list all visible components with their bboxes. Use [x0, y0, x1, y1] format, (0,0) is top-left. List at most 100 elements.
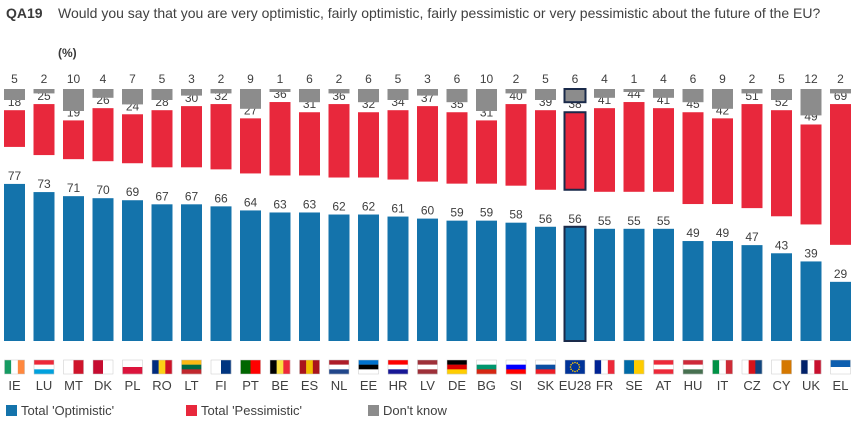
- category-label-pt: PT: [242, 378, 259, 393]
- optimistic-value-ee: 62: [362, 200, 376, 214]
- category-label-es: ES: [301, 378, 319, 393]
- dont-know-value-hr: 5: [395, 72, 402, 86]
- category-label-nl: NL: [331, 378, 348, 393]
- question-id: QA19: [6, 5, 43, 21]
- flag-bg: [476, 359, 497, 375]
- flag-nl: [328, 359, 350, 375]
- flag-ie: [4, 359, 25, 375]
- category-label-lu: LU: [36, 378, 53, 393]
- dont-know-bar-pl: [122, 89, 143, 105]
- pessimistic-bar-hu: [682, 112, 704, 205]
- dont-know-bar-si: [505, 89, 527, 94]
- flag-es: [299, 359, 320, 375]
- optimistic-value-si: 58: [509, 208, 523, 222]
- pessimistic-bar-cy: [771, 110, 792, 217]
- category-label-si: SI: [510, 378, 522, 393]
- optimistic-bar-se: [623, 228, 645, 341]
- legend-item-dont-know: Don't know: [368, 403, 447, 418]
- optimistic-bar-at: [653, 228, 674, 341]
- dont-know-value-lu: 2: [41, 72, 48, 86]
- pessimistic-bar-eu28: [563, 111, 587, 191]
- optimistic-value-bg: 59: [480, 206, 494, 220]
- category-label-hu: HU: [684, 378, 703, 393]
- pessimistic-bar-cz: [741, 104, 763, 209]
- dont-know-bar-ie: [4, 89, 25, 100]
- flag-hu: [682, 359, 704, 375]
- category-label-lv: LV: [420, 378, 435, 393]
- flag-fi: [210, 359, 232, 375]
- dont-know-bar-ro: [151, 89, 173, 100]
- optimistic-bar-si: [505, 222, 527, 341]
- category-label-ie: IE: [8, 378, 21, 393]
- pessimistic-bar-it: [712, 118, 733, 205]
- optimistic-value-eu28: 56: [568, 212, 582, 226]
- category-label-se: SE: [625, 378, 643, 393]
- dont-know-value-fi: 2: [218, 72, 225, 86]
- optimistic-bar-ie: [4, 183, 25, 341]
- optimistic-bar-fi: [210, 206, 232, 341]
- dont-know-value-cz: 2: [749, 72, 756, 86]
- pessimistic-bar-dk: [92, 108, 114, 162]
- category-label-fr: FR: [596, 378, 613, 393]
- pessimistic-bar-el: [830, 104, 851, 245]
- flag-be: [269, 359, 291, 375]
- optimistic-bar-es: [299, 212, 320, 341]
- unit-label: (%): [58, 46, 77, 60]
- optimistic-bar-cz: [741, 245, 763, 341]
- optimistic-value-ro: 67: [155, 189, 169, 203]
- flag-at: [653, 359, 674, 375]
- optimistic-value-be: 63: [273, 197, 287, 211]
- dont-know-value-hu: 6: [690, 72, 697, 86]
- category-label-el: EL: [833, 378, 849, 393]
- category-label-hr: HR: [389, 378, 408, 393]
- dont-know-value-si: 2: [513, 72, 520, 86]
- legend-swatch-pessimistic: [186, 405, 197, 416]
- optimistic-value-lu: 73: [37, 177, 51, 191]
- optimistic-bar-pt: [240, 210, 261, 341]
- optimistic-bar-sk: [535, 226, 556, 341]
- optimistic-value-hr: 61: [391, 202, 405, 216]
- optimistic-bar-hr: [387, 216, 409, 341]
- dont-know-bar-fi: [210, 89, 232, 94]
- flag-ee: [358, 359, 379, 375]
- pessimistic-bar-se: [623, 102, 645, 192]
- dont-know-value-lt: 3: [188, 72, 195, 86]
- dont-know-value-pt: 9: [247, 72, 254, 86]
- flag-el: [830, 359, 851, 375]
- dont-know-value-eu28: 6: [572, 72, 579, 86]
- category-label-sk: SK: [537, 378, 555, 393]
- dont-know-value-ie: 5: [11, 72, 18, 86]
- optimistic-bar-mt: [63, 196, 84, 341]
- optimistic-value-sk: 56: [539, 212, 553, 226]
- dont-know-bar-cz: [741, 89, 763, 94]
- category-label-de: DE: [448, 378, 466, 393]
- flag-cz: [741, 359, 763, 375]
- optimistic-bar-dk: [92, 198, 114, 341]
- dont-know-bar-ee: [358, 89, 379, 103]
- optimistic-value-se: 55: [627, 214, 641, 228]
- flag-lv: [417, 359, 438, 375]
- optimistic-bar-pl: [122, 200, 143, 341]
- category-label-it: IT: [717, 378, 729, 393]
- pessimistic-bar-lv: [417, 106, 438, 182]
- category-label-cy: CY: [772, 378, 790, 393]
- flag-pt: [240, 359, 261, 375]
- legend-swatch-dont-know: [368, 405, 379, 416]
- optimistic-value-mt: 71: [67, 181, 81, 195]
- flag-eu28: [564, 359, 586, 375]
- optimistic-bar-de: [446, 220, 468, 341]
- dont-know-bar-nl: [328, 89, 350, 94]
- dont-know-bar-dk: [92, 89, 114, 98]
- dont-know-value-dk: 4: [100, 72, 107, 86]
- dont-know-value-ro: 5: [159, 72, 166, 86]
- pessimistic-bar-be: [269, 102, 291, 176]
- optimistic-value-pt: 64: [244, 195, 258, 209]
- dont-know-bar-fr: [594, 89, 615, 98]
- optimistic-value-de: 59: [450, 206, 464, 220]
- dont-know-value-be: 1: [277, 72, 284, 86]
- dont-know-bar-lt: [181, 89, 202, 96]
- optimistic-value-at: 55: [657, 214, 671, 228]
- optimistic-bar-uk: [800, 261, 822, 341]
- legend-label-pessimistic: Total 'Pessimistic': [201, 403, 303, 418]
- dont-know-value-pl: 7: [129, 72, 136, 86]
